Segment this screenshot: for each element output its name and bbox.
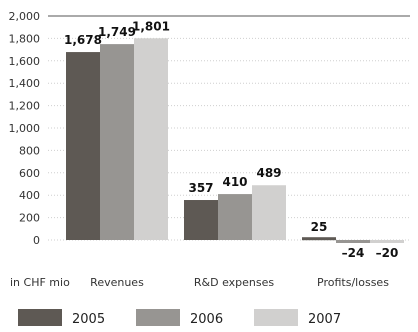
y-tick-label: 1,200 (9, 100, 41, 113)
legend: 2005 2006 2007 (18, 309, 341, 327)
bar-2005-2 (184, 200, 218, 240)
bar-2005-3 (302, 237, 336, 241)
y-tick-label: 800 (19, 144, 40, 157)
bar-2006-1 (100, 44, 134, 240)
category-axis: in CHF mio Revenues R&D expenses Profits/l… (10, 276, 389, 289)
data-label: –24 (342, 246, 365, 260)
bar-2007-2 (252, 185, 286, 240)
bar-2007-3 (370, 240, 404, 243)
y-tick-label: 1,600 (9, 55, 41, 68)
bar-2007-1 (134, 38, 168, 241)
data-label: 1,678 (64, 33, 102, 47)
bar-2006-2 (218, 194, 252, 240)
legend-swatch-2007 (254, 309, 298, 326)
y-axis: 2,000 1,800 1,600 1,400 1,200 1,000 800 600 400 2… (9, 10, 41, 247)
legend-swatch-2006 (136, 309, 180, 326)
y-tick-label: 1,400 (9, 77, 41, 90)
legend-label: 2006 (190, 312, 223, 327)
data-label: –20 (376, 246, 399, 260)
y-tick-label: 400 (19, 189, 40, 202)
category-label: Revenues (90, 276, 144, 289)
bars (66, 38, 404, 243)
y-tick-label: 200 (19, 212, 40, 225)
y-tick-label: 1,800 (9, 32, 41, 45)
category-label: R&D expenses (194, 276, 274, 289)
data-label: 1,749 (98, 25, 136, 39)
y-tick-label: 0 (33, 234, 40, 247)
data-label: 489 (256, 166, 281, 180)
y-tick-label: 1,000 (9, 122, 41, 135)
data-label: 357 (188, 181, 213, 195)
data-label: 25 (311, 220, 328, 234)
legend-swatch-2005 (18, 309, 62, 326)
unit-label: in CHF mio (10, 276, 70, 289)
category-label: Profits/losses (317, 276, 389, 289)
y-tick-label: 600 (19, 167, 40, 180)
bar-2006-3 (336, 240, 370, 243)
legend-label: 2005 (72, 312, 105, 327)
y-tick-label: 2,000 (9, 10, 41, 23)
legend-label: 2007 (308, 312, 341, 327)
bar-2005-1 (66, 52, 100, 241)
data-label: 410 (222, 175, 247, 189)
data-label: 1,801 (132, 19, 170, 33)
